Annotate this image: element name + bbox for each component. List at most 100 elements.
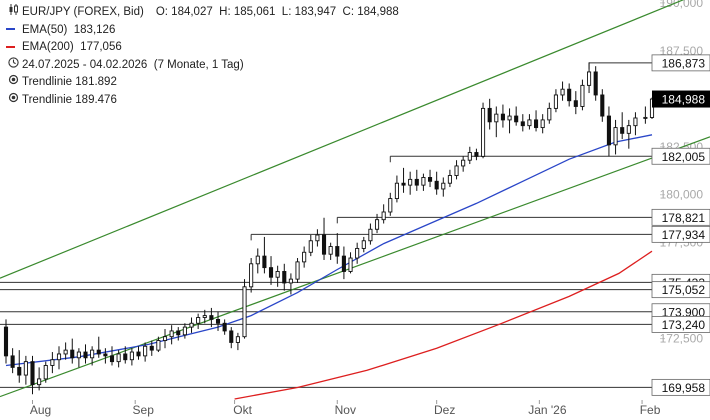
candle-body [534, 119, 539, 129]
candle-body [341, 255, 346, 272]
candle-body [355, 247, 360, 259]
candle-body [17, 366, 22, 376]
candle-body [348, 257, 353, 272]
candle-body [447, 175, 452, 184]
period-range: 24.07.2025 - 04.02.2026 [22, 58, 148, 71]
ema200-value: 177,056 [80, 41, 122, 53]
candle-body [235, 336, 240, 343]
candle-body [288, 278, 293, 284]
candle-body [335, 246, 340, 257]
horizontal-levels [0, 62, 652, 388]
legend-ema50-row: EMA(50) 183,126 [6, 22, 399, 40]
y-tick-label: 187,500 [660, 44, 704, 58]
level-label: 169,958 [662, 381, 706, 395]
trendline2-label: Trendlinie [22, 93, 73, 106]
level-label: 182,005 [662, 150, 706, 164]
x-tick-label: Okt [233, 403, 252, 417]
candle-body [268, 267, 274, 278]
ema50-value: 183,126 [73, 23, 116, 36]
level-label-box [651, 225, 710, 243]
x-tick-label: Feb [640, 403, 661, 417]
candle-body [414, 178, 419, 186]
candle-body [222, 322, 227, 332]
candle-body [520, 121, 525, 127]
candle-body [149, 345, 154, 351]
legend-instrument-row: EUR/JPY (FOREX, Bid) O: 184,027 H: 185,0… [6, 4, 399, 22]
candle-body [620, 127, 625, 134]
candle-body [196, 317, 201, 324]
last-price-box [652, 90, 710, 108]
candle-body [328, 246, 333, 255]
candle-body [553, 94, 558, 109]
candle-body [209, 315, 214, 320]
ohlc-values: O: 184,027 H: 185,061 L: 183,947 C: 184,… [155, 6, 399, 18]
candle-body [368, 228, 373, 242]
candlestick-icon [6, 4, 20, 22]
candle-body [63, 349, 68, 355]
level-label: 178,821 [662, 211, 706, 225]
candle-body [96, 349, 101, 355]
ema200-line-icon [6, 45, 15, 48]
candle-body [242, 286, 247, 338]
x-tick-label: Sep [133, 403, 155, 417]
x-axis-ticks: Aug Sep Okt Nov Dez Jan '26 Feb [30, 400, 661, 417]
candle-body [83, 351, 88, 359]
candle-body [480, 107, 486, 157]
candle-body [50, 359, 55, 366]
candle-body [606, 115, 611, 146]
candle-body [143, 345, 148, 357]
candle-body [295, 261, 300, 280]
level-label-box [651, 316, 710, 333]
candle-body [487, 107, 492, 123]
candle-body [388, 198, 393, 213]
legend-period-row: 24.07.2025 - 04.02.2026 (7 Monate, 1 Tag… [6, 56, 399, 75]
ema200-label: EMA(200) [22, 41, 74, 53]
candle-body [507, 115, 512, 121]
candle-body [202, 315, 207, 318]
candle-body [249, 263, 254, 288]
level-label: 175,052 [662, 283, 706, 297]
clock-icon [6, 56, 20, 75]
candle-body [494, 113, 499, 123]
candle-body [156, 340, 161, 351]
candle-body [103, 353, 108, 357]
candle-body [643, 116, 648, 119]
candle-body [441, 182, 446, 190]
candle-body [229, 330, 234, 343]
candle-body [600, 94, 605, 117]
y-tick-label: 190,000 [660, 0, 704, 10]
candle-body [275, 271, 280, 278]
candle-body [162, 336, 168, 341]
x-tick-label: Dez [434, 403, 455, 417]
candle-body [500, 113, 505, 121]
candle-body [255, 255, 260, 265]
candle-body [567, 88, 572, 102]
candle-body [613, 127, 618, 146]
candle-body [321, 234, 327, 255]
x-tick-label: Aug [30, 403, 51, 417]
candle-body [123, 353, 128, 361]
candle-body [361, 240, 366, 249]
x-tick-label: Nov [335, 403, 356, 417]
candle-body [70, 349, 75, 359]
candle-body [308, 240, 313, 253]
candle-body [56, 353, 62, 361]
candle-body [10, 355, 15, 368]
candle-body [454, 165, 459, 176]
legend-ema200-row: EMA(200) 177,056 [6, 39, 399, 57]
candle-body [394, 182, 399, 200]
candle-body [76, 351, 81, 359]
candle-body [136, 351, 141, 357]
target-dot-icon [6, 92, 20, 110]
candle-body [580, 84, 585, 107]
candle-body [37, 378, 42, 386]
trendline1-value: 181.892 [75, 76, 117, 88]
level-labels: 186,873182,005178,821177,934175,433175,0… [651, 54, 710, 396]
trend-channel-line [0, 0, 685, 279]
ema200-line [234, 250, 653, 400]
candle-body [3, 326, 9, 357]
candle-body [315, 234, 320, 242]
candle-body [593, 71, 598, 96]
